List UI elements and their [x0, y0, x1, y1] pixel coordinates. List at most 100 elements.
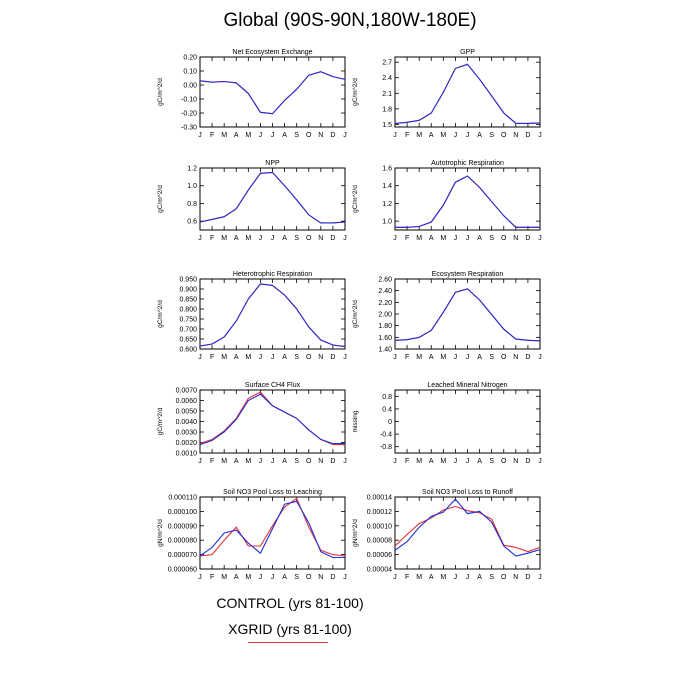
- y-tick-label: -0.10: [181, 97, 197, 104]
- x-tick-label: J: [259, 354, 263, 361]
- y-axis-label: gC/m^2/d: [157, 300, 164, 328]
- x-tick-label: F: [405, 574, 409, 581]
- y-tick-label: 1.6: [382, 166, 392, 173]
- y-tick-label: 1.80: [378, 323, 392, 330]
- series-line-xgrid: [199, 391, 345, 446]
- x-tick-label: O: [501, 132, 507, 139]
- x-tick-label: O: [306, 458, 312, 465]
- x-tick-label: M: [221, 458, 227, 465]
- y-tick-label: 0.700: [179, 327, 197, 334]
- series-line-control: [199, 171, 346, 224]
- x-tick-label: J: [466, 235, 470, 242]
- x-tick-label: N: [513, 354, 518, 361]
- y-tick-label: 1.5: [382, 122, 392, 129]
- x-tick-label: M: [440, 458, 446, 465]
- y-tick-label: 2.7: [382, 60, 392, 67]
- x-tick-label: J: [538, 458, 542, 465]
- x-tick-label: J: [198, 574, 202, 581]
- plot-frame: [199, 56, 346, 128]
- x-tick-label: J: [198, 458, 202, 465]
- series-line-control: [199, 500, 345, 559]
- y-tick-label: 0.8: [187, 201, 197, 208]
- x-tick-label: O: [501, 574, 507, 581]
- y-tick-label: 0.0050: [176, 409, 198, 416]
- x-tick-label: F: [405, 458, 409, 465]
- x-tick-label: O: [501, 458, 507, 465]
- y-axis-label: gC/m^2/d: [352, 78, 359, 106]
- x-tick-label: J: [259, 235, 263, 242]
- x-tick-label: A: [429, 354, 434, 361]
- x-tick-label: J: [271, 574, 275, 581]
- panel-title: Soil NO3 Pool Loss to Runoff: [422, 489, 513, 496]
- y-tick-label: 2.40: [378, 288, 392, 295]
- x-tick-label: A: [282, 132, 287, 139]
- x-tick-label: M: [440, 132, 446, 139]
- x-tick-label: S: [294, 574, 299, 581]
- x-tick-label: M: [245, 354, 251, 361]
- x-tick-label: A: [234, 354, 239, 361]
- y-tick-label: 2.1: [382, 91, 392, 98]
- x-tick-label: D: [330, 235, 335, 242]
- series-line-xgrid: [395, 175, 540, 228]
- x-tick-label: A: [429, 132, 434, 139]
- x-tick-label: A: [234, 235, 239, 242]
- y-tick-label: 0.0010: [176, 451, 198, 458]
- x-tick-label: J: [454, 132, 458, 139]
- x-tick-label: O: [306, 235, 312, 242]
- x-tick-label: F: [405, 235, 409, 242]
- x-tick-label: A: [429, 458, 434, 465]
- y-tick-label: 0.650: [179, 337, 197, 344]
- y-tick-label: 0.10: [183, 69, 197, 76]
- x-tick-label: M: [221, 354, 227, 361]
- panel-title: Autotrophic Respiration: [431, 160, 504, 167]
- y-tick-label: 0.000110: [168, 495, 197, 502]
- y-tick-label: -0.30: [181, 125, 197, 132]
- x-tick-label: A: [282, 574, 287, 581]
- y-tick-label: 0.750: [179, 317, 197, 324]
- page-title: Global (90S-90N,180W-180E): [223, 10, 477, 31]
- x-tick-label: J: [538, 354, 542, 361]
- x-tick-label: M: [416, 574, 422, 581]
- x-tick-label: S: [294, 235, 299, 242]
- y-tick-label: 0.8: [382, 394, 392, 401]
- x-tick-label: M: [221, 235, 227, 242]
- x-tick-label: M: [221, 574, 227, 581]
- y-tick-label: 0.00012: [367, 509, 392, 516]
- y-tick-label: 2.4: [382, 75, 392, 82]
- plot-frame: [199, 167, 346, 231]
- series-line-xgrid: [199, 497, 346, 557]
- series-line-control: [394, 63, 541, 124]
- x-tick-label: S: [489, 235, 494, 242]
- y-tick-label: 0.0060: [176, 398, 198, 405]
- x-tick-label: J: [198, 354, 202, 361]
- x-tick-label: D: [525, 235, 530, 242]
- series-line-xgrid: [199, 283, 346, 348]
- x-tick-label: J: [538, 132, 542, 139]
- x-tick-label: M: [221, 132, 227, 139]
- y-tick-label: 1.40: [378, 347, 392, 354]
- series-line-control: [199, 283, 346, 348]
- x-tick-label: S: [489, 458, 494, 465]
- x-tick-label: N: [318, 132, 323, 139]
- chart-panel: Heterotrophic Respiration gC/m^2/d 0.950 0.…: [157, 271, 347, 361]
- series-line-xgrid: [394, 505, 541, 553]
- x-tick-label: A: [477, 458, 482, 465]
- y-tick-label: 0.4: [382, 406, 392, 413]
- series-line-control: [199, 393, 345, 446]
- y-tick-label: 0.00004: [367, 567, 392, 574]
- x-tick-label: D: [330, 132, 335, 139]
- x-tick-label: J: [466, 458, 470, 465]
- chart-panel: Ecosystem Respiration gC/m^2/d 2.60 2.40 2.2…: [352, 271, 542, 361]
- y-tick-label: 0.800: [179, 307, 197, 314]
- plot-frame: [394, 167, 541, 231]
- y-tick-label: 2.00: [378, 312, 392, 319]
- panel-title: Net Ecosystem Exchange: [232, 49, 312, 56]
- y-tick-label: 0.00008: [367, 538, 392, 545]
- x-tick-label: J: [271, 354, 275, 361]
- y-tick-label: 0.00006: [367, 552, 392, 559]
- y-tick-label: 0.0030: [176, 430, 198, 437]
- x-tick-label: D: [525, 354, 530, 361]
- x-tick-label: J: [271, 235, 275, 242]
- y-tick-label: -0.20: [181, 111, 197, 118]
